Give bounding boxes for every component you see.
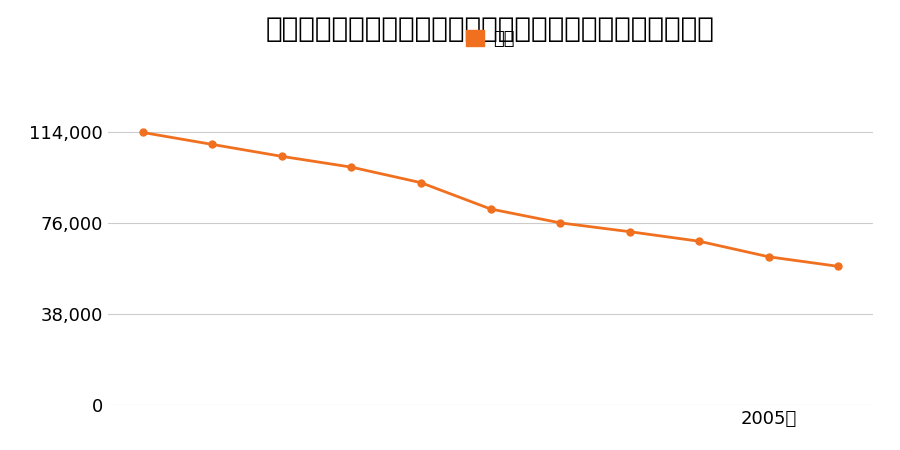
Title: 埼玉県比企郡川島町大字中山字宮本１９７０番９の地価推移: 埼玉県比企郡川島町大字中山字宮本１９７０番９の地価推移 — [266, 14, 715, 42]
価格 — [138, 130, 148, 135]
価格 — [416, 180, 427, 185]
価格 — [207, 142, 218, 147]
価格 — [485, 206, 496, 211]
Line: 価格: 価格 — [140, 129, 842, 270]
価格 — [832, 264, 843, 269]
価格 — [346, 164, 356, 170]
価格 — [554, 220, 565, 225]
価格 — [625, 229, 635, 234]
価格 — [694, 238, 705, 244]
価格 — [763, 254, 774, 260]
Legend: 価格: 価格 — [459, 22, 522, 55]
価格 — [276, 154, 287, 159]
